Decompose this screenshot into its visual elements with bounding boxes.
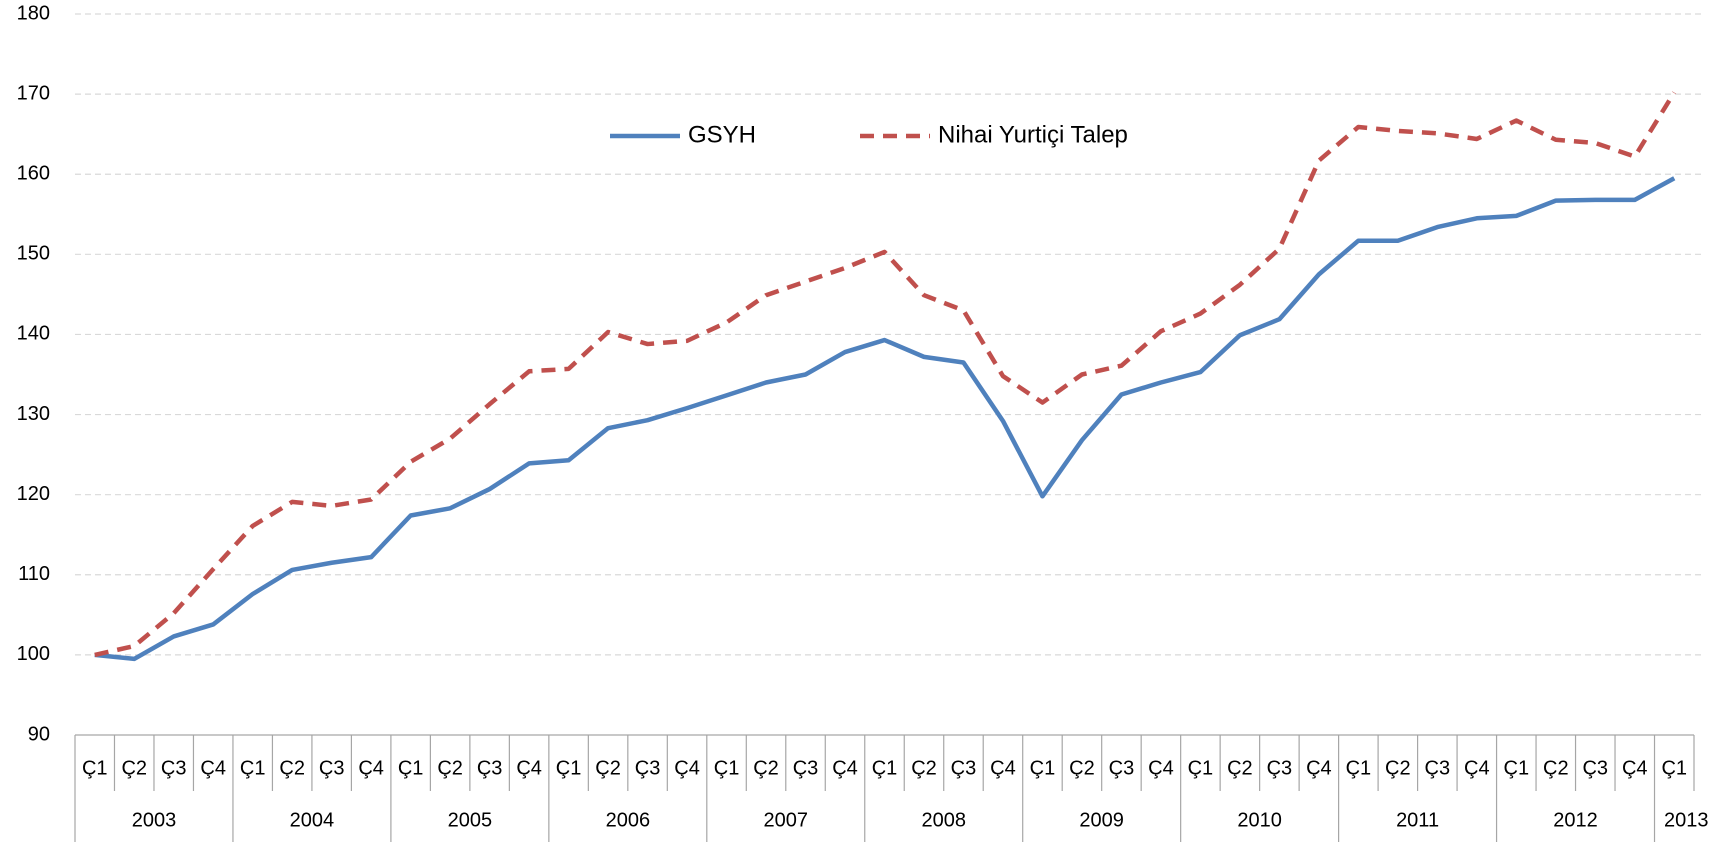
y-tick-label: 160 [17,163,50,185]
x-tick-label: Ç2 [1543,757,1569,779]
legend-label: Nihai Yurtiçi Talep [938,121,1128,148]
x-tick-label: Ç1 [240,757,266,779]
x-tick-label: Ç4 [990,757,1016,779]
x-tick-label: Ç2 [1385,757,1411,779]
y-tick-label: 100 [17,643,50,665]
y-tick-label: 120 [17,483,50,505]
x-tick-label: Ç2 [1069,757,1095,779]
x-tick-label: Ç3 [951,757,977,779]
year-label: 2009 [1079,809,1124,831]
x-tick-label: Ç3 [1267,757,1293,779]
y-tick-label: 90 [28,723,50,745]
x-tick-label: Ç2 [279,757,305,779]
year-label: 2007 [764,809,809,831]
x-tick-label: Ç3 [161,757,187,779]
x-tick-label: Ç1 [556,757,582,779]
x-tick-label: Ç4 [674,757,700,779]
y-tick-label: 130 [17,403,50,425]
x-tick-label: Ç1 [1504,757,1530,779]
x-tick-label: Ç1 [1346,757,1372,779]
x-tick-label: Ç2 [121,757,147,779]
y-tick-label: 110 [18,563,50,585]
x-tick-label: Ç1 [398,757,424,779]
x-tick-label: Ç2 [1227,757,1253,779]
x-tick-label: Ç2 [595,757,621,779]
x-tick-label: Ç2 [911,757,937,779]
y-tick-label: 140 [17,323,50,345]
x-tick-label: Ç1 [82,757,108,779]
y-tick-label: 180 [17,2,50,24]
x-tick-label: Ç4 [1148,757,1174,779]
year-label: 2003 [132,809,177,831]
x-tick-label: Ç4 [200,757,226,779]
x-tick-label: Ç1 [1188,757,1214,779]
year-label: 2012 [1553,809,1598,831]
year-label: 2005 [448,809,493,831]
x-tick-label: Ç3 [635,757,661,779]
x-tick-label: Ç1 [1030,757,1056,779]
x-tick-label: Ç2 [753,757,779,779]
x-tick-label: Ç4 [358,757,384,779]
x-tick-label: Ç4 [1622,757,1648,779]
x-tick-label: Ç1 [714,757,740,779]
series-line [94,176,1676,662]
x-tick-label: Ç3 [477,757,503,779]
y-tick-label: 170 [17,82,50,104]
y-tick-label: 150 [17,243,50,265]
x-tick-label: Ç3 [319,757,345,779]
x-tick-label: Ç3 [1425,757,1451,779]
legend-label: GSYH [688,121,756,148]
year-label: 2004 [290,809,335,831]
year-label: 2008 [921,809,966,831]
x-tick-label: Ç2 [437,757,463,779]
year-label: 2006 [606,809,651,831]
year-label: 2011 [1396,809,1439,831]
series-line [94,91,1677,658]
x-tick-label: Ç4 [832,757,858,779]
x-tick-label: Ç4 [1464,757,1490,779]
x-tick-label: Ç1 [1661,757,1687,779]
x-tick-label: Ç3 [1109,757,1135,779]
x-tick-label: Ç3 [793,757,819,779]
year-label: 2013 [1664,809,1709,831]
x-tick-label: Ç1 [872,757,898,779]
x-tick-label: Ç4 [1306,757,1332,779]
year-label: 2010 [1237,809,1282,831]
x-tick-label: Ç3 [1582,757,1608,779]
x-tick-label: Ç4 [516,757,542,779]
